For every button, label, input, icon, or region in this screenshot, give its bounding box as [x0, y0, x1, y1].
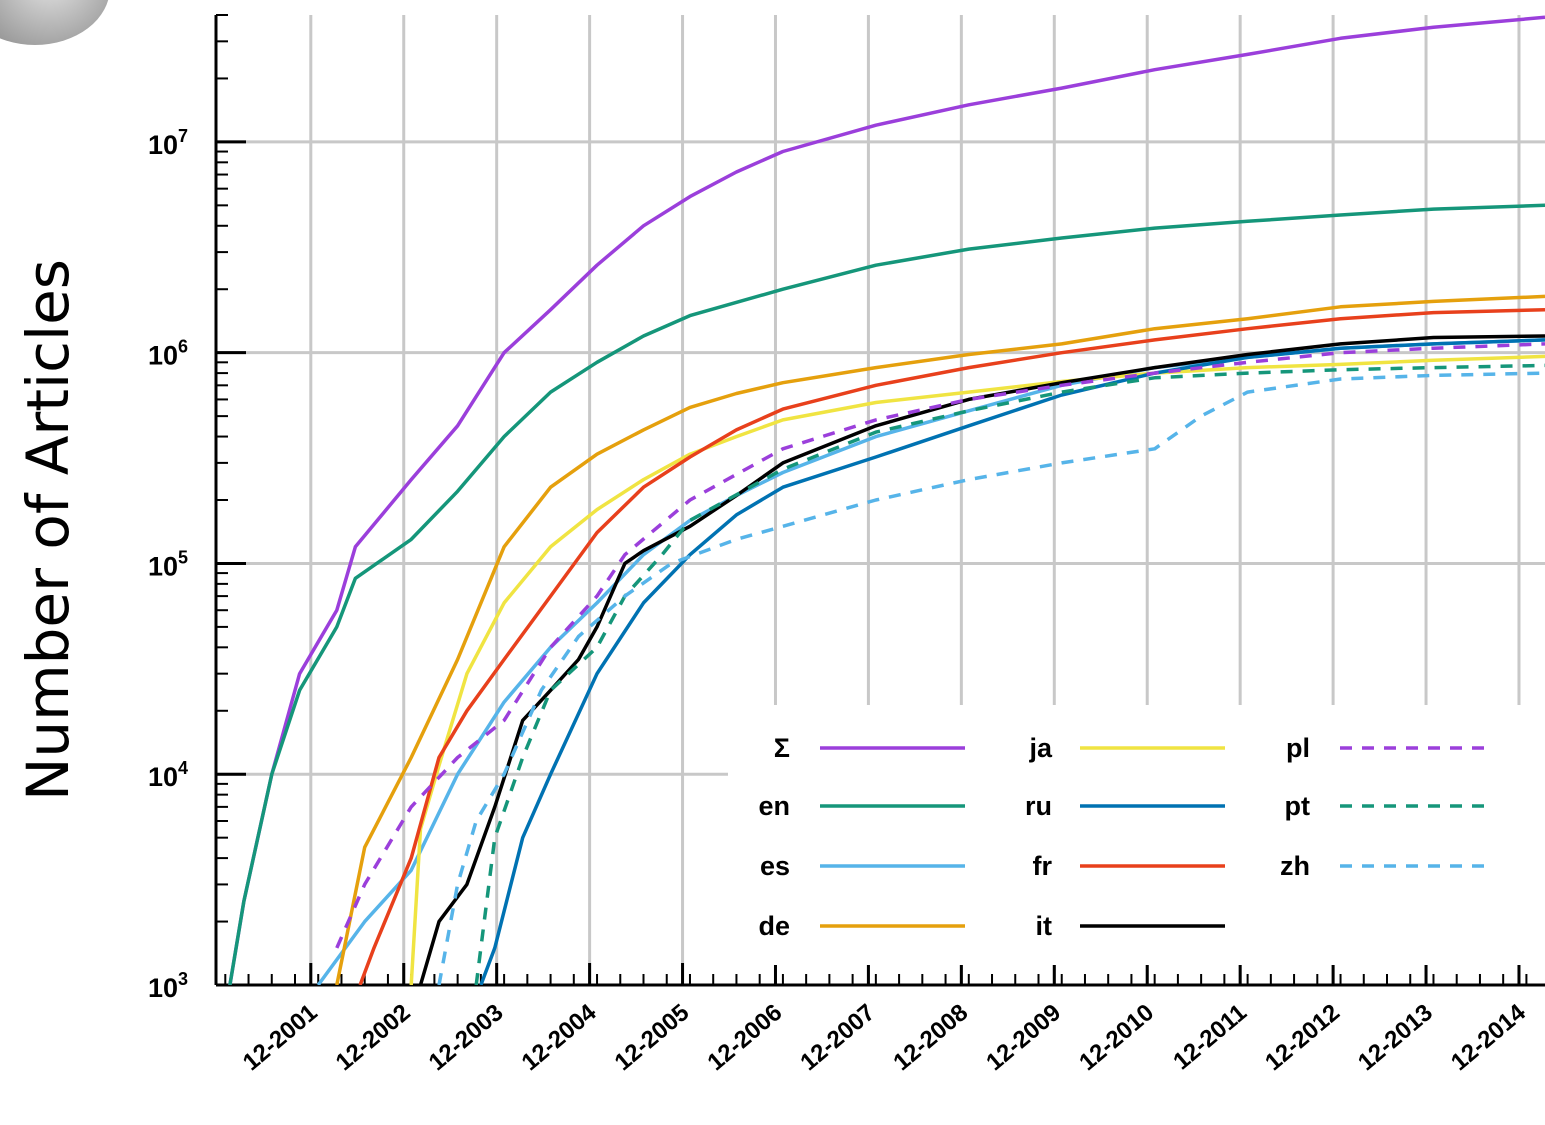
x-tick-label: 12-2008 [888, 999, 973, 1076]
legend-label-pl: pl [1286, 733, 1310, 763]
series-line-en [228, 203, 1545, 985]
series-line-it [418, 334, 1545, 985]
series-line-fr [358, 307, 1545, 985]
x-tick-label: 12-2014 [1446, 998, 1531, 1076]
legend-label-pt: pt [1285, 791, 1310, 821]
series-line-pl [335, 342, 1545, 949]
legend-label-total: Σ [774, 733, 790, 763]
y-tick-label: 103 [148, 969, 188, 1003]
series-line-total [228, 15, 1545, 985]
legend-label-de: de [758, 911, 790, 941]
x-tick-label: 12-2003 [424, 999, 509, 1076]
x-tick-label: 12-2007 [795, 999, 880, 1076]
x-tick-label: 12-2012 [1260, 999, 1345, 1076]
y-tick-label: 105 [148, 547, 188, 581]
legend-label-ja: ja [1028, 733, 1053, 763]
legend-label-en: en [758, 791, 790, 821]
x-tick-label: 12-2013 [1353, 999, 1438, 1076]
y-tick-label: 107 [148, 126, 188, 160]
legend-label-ru: ru [1025, 791, 1052, 821]
series-line-ru [479, 338, 1545, 985]
x-tick-label: 12-2001 [238, 999, 323, 1076]
x-tick-label: 12-2005 [610, 999, 695, 1076]
series-line-ja [409, 354, 1545, 985]
y-tick-label: 106 [148, 337, 188, 371]
legend-label-es: es [760, 851, 790, 881]
x-tick-label: 12-2009 [981, 999, 1066, 1076]
legend-label-fr: fr [1033, 851, 1053, 881]
x-tick-label: 12-2010 [1074, 999, 1159, 1076]
legend-label-zh: zh [1280, 851, 1310, 881]
x-tick-label: 12-2002 [331, 999, 416, 1076]
series-line-zh [437, 371, 1545, 985]
legend-label-it: it [1036, 911, 1053, 941]
x-tick-label: 12-2006 [703, 999, 788, 1076]
x-tick-label: 12-2011 [1168, 999, 1252, 1075]
x-tick-label: 12-2004 [517, 998, 602, 1076]
series-line-de [335, 294, 1545, 985]
y-tick-label: 104 [148, 758, 188, 792]
